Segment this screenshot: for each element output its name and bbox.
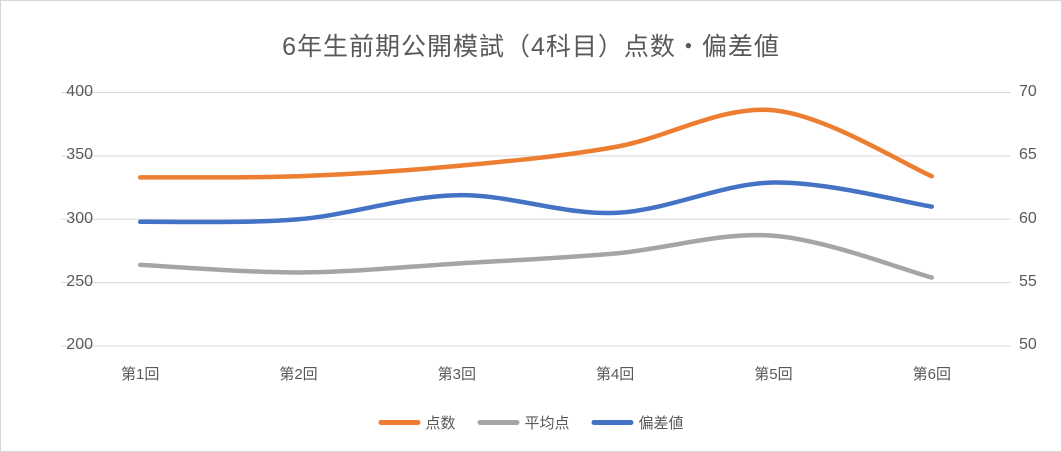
deviation-line-swatch-icon — [591, 420, 634, 425]
x-axis-category-label: 第3回 — [437, 366, 476, 383]
y-axis-left-tick: 200 — [66, 336, 93, 353]
y-axis-right-tick: 50 — [1019, 336, 1037, 353]
y-axis-right-tick: 60 — [1019, 210, 1037, 227]
y-axis-left-tick: 300 — [66, 210, 93, 227]
x-axis-category-label: 第1回 — [120, 366, 160, 383]
legend-item-deviation[interactable]: 偏差値 — [591, 412, 684, 433]
chart-legend: 点数 平均点 偏差値 — [378, 412, 684, 433]
y-axis-left-tick: 350 — [66, 146, 93, 163]
x-axis-category-label: 第5回 — [754, 366, 793, 383]
chart-title: 6年生前期公開模試（4科目）点数・偏差値 — [282, 33, 780, 61]
x-axis-category-label: 第6回 — [912, 366, 951, 383]
score-line-swatch-icon — [378, 420, 421, 425]
legend-item-average[interactable]: 平均点 — [477, 412, 570, 433]
y-axis-right-tick: 55 — [1019, 273, 1037, 290]
deviation-series-line[interactable] — [137, 180, 935, 225]
legend-label: 偏差値 — [638, 415, 684, 432]
x-axis: 第1回 第2回 第3回 第4回 第5回 第6回 — [61, 363, 1011, 384]
average-series-line[interactable] — [137, 232, 935, 280]
score-series-line[interactable] — [137, 107, 935, 180]
x-axis-category-label: 第4回 — [595, 366, 635, 383]
legend-label: 点数 — [425, 415, 456, 432]
y-axis-right-tick: 65 — [1019, 146, 1037, 163]
legend-item-score[interactable]: 点数 — [378, 412, 455, 433]
average-line-swatch-icon — [477, 420, 520, 425]
y-axis-right-tick: 70 — [1019, 83, 1037, 100]
legend-label: 平均点 — [524, 415, 570, 432]
x-axis-category-label: 第2回 — [279, 366, 318, 383]
y-axis-left-tick: 250 — [66, 273, 93, 290]
y-axis-left-tick: 400 — [66, 83, 93, 100]
